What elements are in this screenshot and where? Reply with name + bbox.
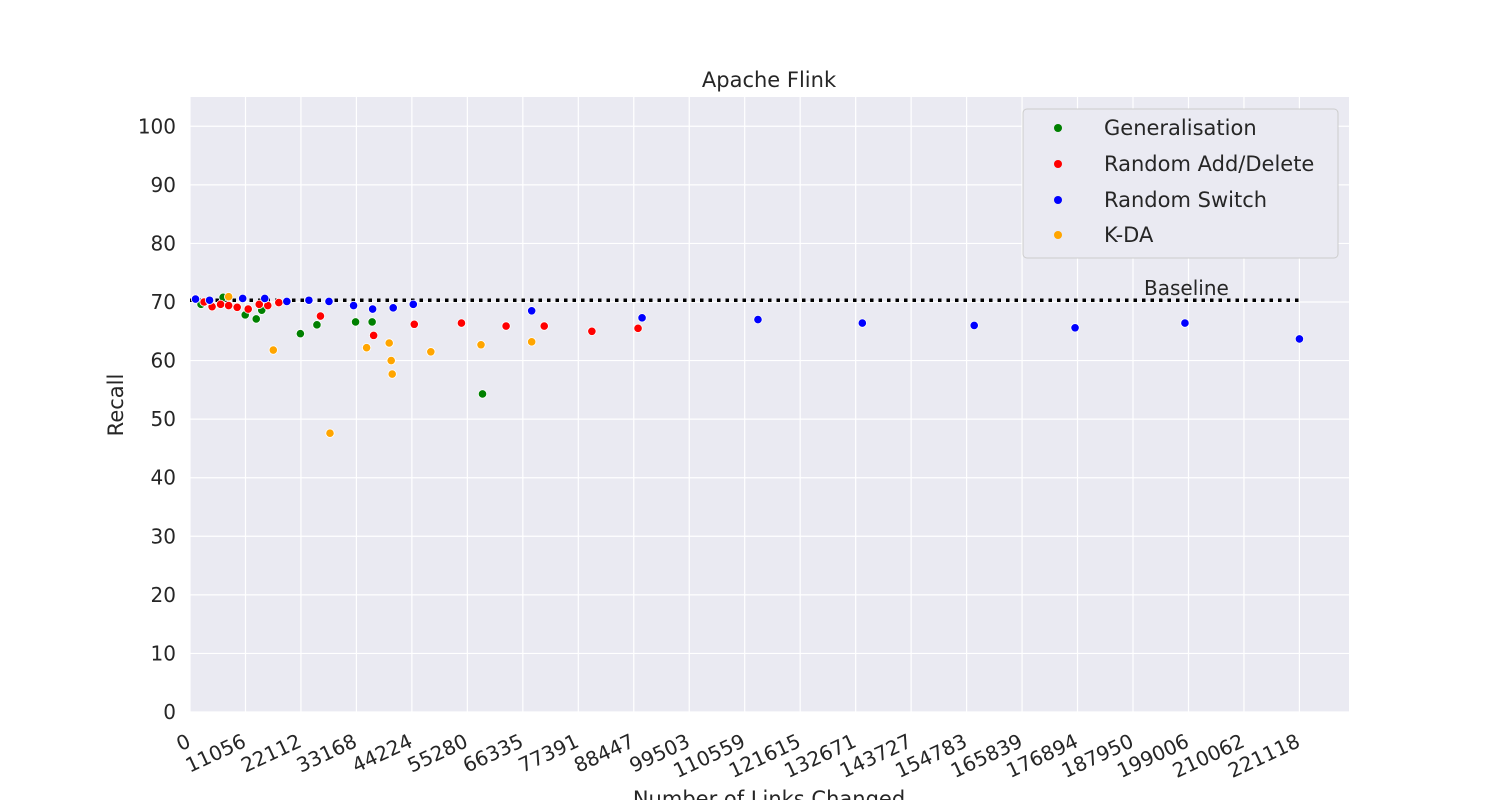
point-random-switch <box>1180 318 1190 328</box>
point-random-switch <box>260 293 270 304</box>
point-k-da <box>224 292 234 302</box>
point-random-switch <box>969 320 979 331</box>
point-random-add-delete <box>274 297 284 308</box>
point-random-add-delete <box>501 321 511 331</box>
point-generalisation <box>312 320 322 330</box>
point-random-switch <box>190 294 201 304</box>
point-k-da <box>268 345 278 355</box>
point-generalisation <box>295 329 305 339</box>
point-random-switch <box>238 293 248 304</box>
x-tick-label: 11056 <box>182 729 250 778</box>
point-k-da <box>387 369 397 379</box>
x-tick-label: 44224 <box>348 729 416 778</box>
point-k-da <box>386 355 396 366</box>
x-tick-label: 77391 <box>515 729 583 778</box>
point-random-add-delete <box>409 319 419 329</box>
point-random-add-delete <box>232 302 242 312</box>
point-random-switch <box>527 306 537 316</box>
point-random-switch <box>857 318 867 328</box>
x-tick-label: 66335 <box>459 729 527 778</box>
point-k-da <box>325 428 335 438</box>
y-tick-label: 30 <box>151 524 176 548</box>
point-random-add-delete <box>216 299 226 309</box>
baseline-label: Baseline <box>1144 276 1229 300</box>
x-tick-label: 33168 <box>293 729 361 778</box>
legend-marker-random-add-delete <box>1054 160 1062 168</box>
point-random-switch <box>324 296 334 307</box>
point-k-da <box>384 338 394 348</box>
y-tick-label: 20 <box>151 583 176 607</box>
point-random-switch <box>753 314 763 325</box>
point-random-add-delete <box>456 318 467 328</box>
legend-label-generalisation: Generalisation <box>1104 116 1257 140</box>
legend-label-random-add-delete: Random Add/Delete <box>1104 152 1314 176</box>
point-random-switch <box>637 313 647 323</box>
point-random-add-delete <box>369 330 379 340</box>
legend-label-random-switch: Random Switch <box>1104 188 1267 212</box>
x-tick-label: 55280 <box>404 729 472 778</box>
point-generalisation <box>367 317 377 327</box>
y-tick-label: 60 <box>151 349 176 373</box>
point-generalisation <box>350 317 361 327</box>
point-random-switch <box>304 295 314 305</box>
point-random-switch <box>1070 323 1080 333</box>
point-random-add-delete <box>243 304 253 314</box>
chart-title: Apache Flink <box>702 68 837 92</box>
point-random-add-delete <box>539 321 549 331</box>
point-random-switch <box>1294 334 1305 344</box>
y-tick-label: 100 <box>138 114 176 138</box>
legend-marker-generalisation <box>1054 124 1062 132</box>
legend-label-k-da: K-DA <box>1104 223 1154 247</box>
x-tick-label: 88447 <box>570 729 638 778</box>
y-axis-label: Recall <box>104 374 128 437</box>
point-random-add-delete <box>315 311 326 321</box>
x-tick-label: 22112 <box>237 729 305 778</box>
data-points <box>190 292 1305 438</box>
y-tick-label: 40 <box>151 466 176 490</box>
legend-marker-random-switch <box>1054 196 1062 204</box>
point-random-switch <box>388 303 398 313</box>
point-random-add-delete <box>587 326 597 336</box>
point-generalisation <box>477 389 488 399</box>
point-random-switch <box>408 299 418 309</box>
y-tick-label: 0 <box>163 700 176 724</box>
point-random-add-delete <box>224 300 234 311</box>
point-random-switch <box>204 295 215 305</box>
legend: Generalisation Random Add/Delete Random … <box>1022 108 1339 259</box>
y-tick-label: 10 <box>151 641 176 665</box>
legend-box <box>1022 108 1339 259</box>
y-tick-label: 70 <box>151 290 176 314</box>
legend-marker-k-da <box>1054 231 1062 239</box>
point-random-switch <box>282 296 292 307</box>
x-tick-labels: 0110562211233168442245528066335773918844… <box>172 729 1303 783</box>
point-generalisation <box>251 314 261 324</box>
y-tick-labels: 0 10 20 30 40 50 60 70 80 90 100 <box>138 114 176 724</box>
point-random-switch <box>348 300 359 311</box>
y-tick-label: 50 <box>151 407 176 431</box>
y-tick-label: 90 <box>151 173 176 197</box>
point-k-da <box>426 347 436 357</box>
x-axis-label: Number of Links Changed <box>633 787 905 800</box>
point-k-da <box>362 343 372 353</box>
point-k-da <box>476 340 486 350</box>
point-random-switch <box>368 304 378 314</box>
point-k-da <box>527 337 537 347</box>
y-tick-label: 80 <box>151 231 176 255</box>
point-random-add-delete <box>633 323 643 333</box>
